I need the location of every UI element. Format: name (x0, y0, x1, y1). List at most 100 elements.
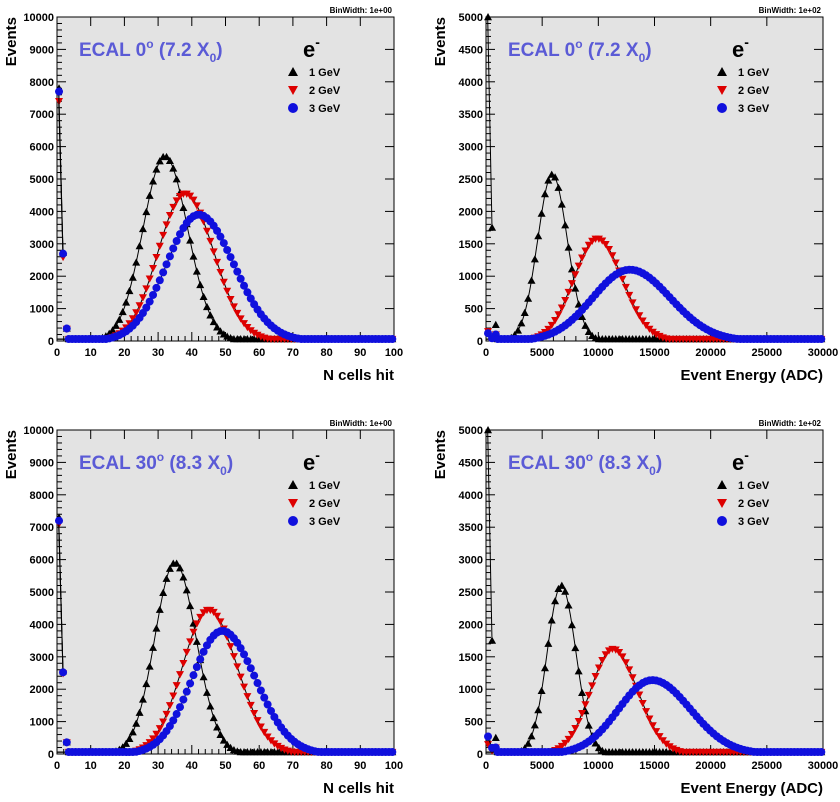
data-point (240, 281, 249, 290)
data-point (584, 691, 593, 700)
data-point (233, 663, 242, 671)
data-point (138, 224, 147, 233)
data-point (564, 735, 573, 744)
data-point (263, 733, 272, 741)
data-point (199, 673, 208, 681)
y-tick-label: 3500 (459, 109, 483, 121)
data-point (152, 165, 161, 173)
data-point (186, 236, 195, 244)
x-tick-label: 40 (186, 347, 198, 359)
x-tick-label: 30 (152, 760, 164, 772)
y-tick-label: 10000 (23, 425, 54, 437)
data-point (618, 653, 627, 661)
binwidth-label: BinWidth: 1e+02 (759, 6, 822, 15)
data-point (213, 323, 222, 331)
data-point (135, 302, 144, 310)
data-point (551, 173, 560, 181)
data-point (584, 327, 593, 336)
legend-marker (288, 499, 298, 508)
data-point (233, 267, 242, 276)
data-point (229, 653, 238, 661)
spike-line (487, 429, 493, 644)
data-point (554, 183, 563, 191)
data-point (655, 733, 664, 741)
data-point (571, 284, 580, 292)
y-tick-label: 7000 (30, 109, 54, 121)
y-tick-label: 6000 (30, 555, 54, 567)
data-point (159, 588, 168, 596)
data-point (176, 230, 185, 239)
x-tick-label: 20000 (695, 760, 726, 772)
data-point (165, 564, 174, 572)
spike-point (62, 738, 71, 747)
data-point (142, 285, 151, 293)
data-point (240, 650, 249, 659)
data-point (189, 252, 198, 260)
data-point (223, 740, 232, 748)
data-point (176, 671, 185, 679)
data-point (642, 708, 651, 716)
plot-frame (485, 429, 824, 755)
legend-label: 3 GeV (309, 103, 341, 115)
data-point (155, 605, 164, 613)
data-point (571, 271, 580, 279)
plot-frame (485, 16, 824, 342)
data-point (246, 701, 255, 710)
y-tick-label: 500 (465, 717, 483, 729)
data-point (192, 662, 201, 671)
data-point (202, 302, 211, 311)
legend-entry: 3 GeV (288, 516, 341, 528)
series-3-gev (484, 265, 826, 344)
legend-label: 1 GeV (309, 480, 341, 492)
binwidth-label: BinWidth: 1e+00 (330, 419, 393, 428)
data-point (621, 659, 630, 667)
data-point (216, 730, 225, 738)
data-point (128, 315, 137, 323)
x-tick-label: 10000 (583, 760, 614, 772)
legend-label: 1 GeV (738, 480, 770, 492)
y-tick-label: 0 (477, 749, 483, 761)
data-point (209, 713, 218, 722)
data-point (233, 309, 242, 318)
data-point (574, 300, 583, 308)
data-point (165, 156, 174, 164)
data-point (176, 564, 185, 572)
data-point (638, 699, 647, 708)
data-point (591, 739, 600, 747)
data-point (605, 245, 614, 254)
data-point (631, 306, 640, 314)
legend-entry: 1 GeV (288, 480, 341, 492)
data-point (169, 692, 178, 700)
y-tick-label: 1000 (30, 717, 54, 729)
data-point (216, 618, 225, 626)
legend-label: 1 GeV (309, 67, 341, 79)
data-point (564, 288, 573, 297)
y-tick-label: 2500 (459, 174, 483, 186)
x-tick-label: 0 (483, 760, 489, 772)
particle-label: e- (732, 34, 749, 62)
data-point (209, 608, 218, 617)
x-tick-label: 70 (287, 347, 299, 359)
data-point (540, 190, 549, 198)
data-point (155, 276, 164, 285)
series-3-gev (55, 516, 397, 757)
data-point (817, 748, 826, 757)
chart-panel-2: 0 5000 10000 15000 20000 25000 30000 0 500 1000 15… (432, 6, 838, 384)
particle-label: e- (303, 447, 320, 475)
data-point (547, 321, 556, 330)
data-point (189, 196, 198, 204)
series-3-gev (484, 676, 826, 757)
data-point (652, 728, 661, 736)
data-point (172, 682, 181, 690)
y-tick-label: 4000 (30, 619, 54, 631)
data-point (162, 710, 171, 719)
data-point (601, 240, 610, 249)
data-point (564, 601, 573, 609)
data-point (527, 276, 536, 284)
data-point (186, 601, 195, 610)
x-tick-label: 60 (253, 760, 265, 772)
data-point (135, 708, 144, 716)
data-point (189, 628, 198, 636)
legend-marker (717, 103, 727, 113)
